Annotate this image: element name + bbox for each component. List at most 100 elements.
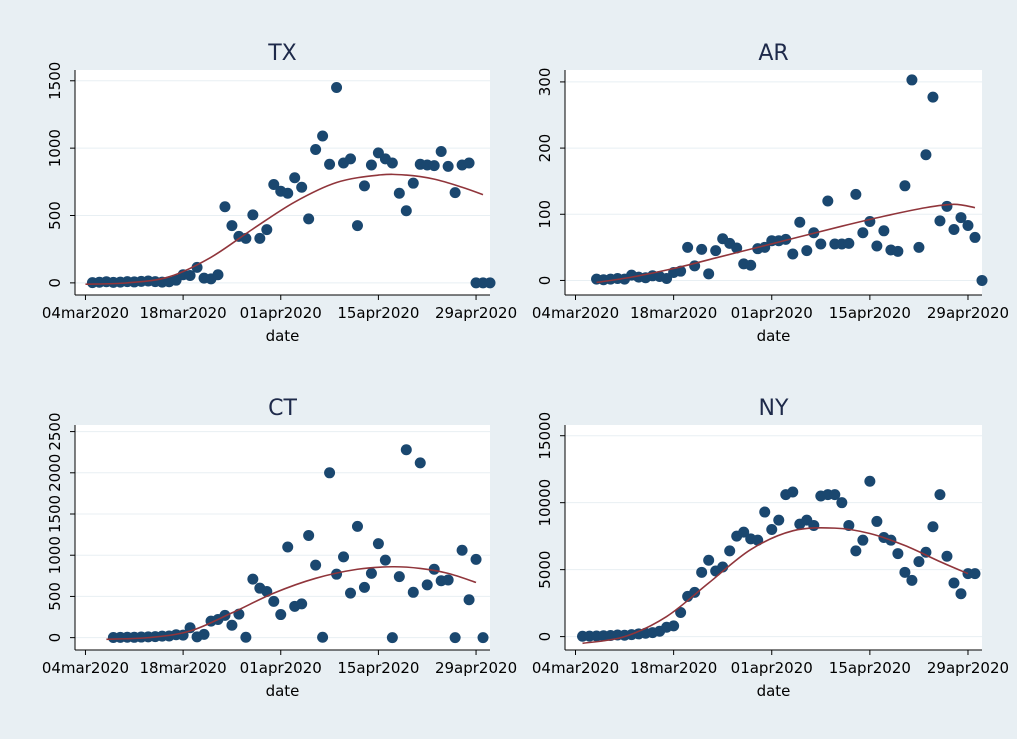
data-point <box>393 571 405 583</box>
data-point <box>738 526 750 538</box>
data-point <box>351 220 363 232</box>
y-tick-label: 2500 <box>46 412 64 450</box>
data-point <box>296 181 308 193</box>
data-point <box>892 245 904 257</box>
x-tick-label: 04mar2020 <box>42 659 129 677</box>
data-point <box>296 598 308 610</box>
data-point <box>689 586 701 598</box>
data-point <box>240 631 252 643</box>
data-point <box>219 201 231 213</box>
data-point <box>386 632 398 644</box>
data-point <box>955 588 967 600</box>
data-point <box>226 220 238 232</box>
x-axis-title: date <box>266 682 300 700</box>
data-point <box>759 506 771 518</box>
data-point <box>365 567 377 579</box>
y-tick-label: 1500 <box>46 495 64 533</box>
data-point <box>745 259 757 271</box>
data-point <box>843 237 855 249</box>
data-point <box>892 548 904 560</box>
fitted-line <box>85 173 484 286</box>
x-tick-label: 15apr2020 <box>337 304 419 322</box>
y-tick-label: 500 <box>46 201 64 230</box>
y-tick-label: 0 <box>536 276 554 286</box>
data-point <box>969 231 981 243</box>
panel-title: CT <box>268 396 297 421</box>
x-tick-label: 15apr2020 <box>829 304 911 322</box>
data-point <box>365 159 377 171</box>
y-tick-label: 1500 <box>46 62 64 100</box>
x-tick-label: 29apr2020 <box>927 659 1009 677</box>
fitted-line <box>106 565 477 641</box>
data-point <box>850 545 862 557</box>
data-point <box>338 551 350 563</box>
x-tick-label: 29apr2020 <box>435 304 517 322</box>
data-point <box>324 158 336 170</box>
data-point <box>822 195 834 207</box>
data-point <box>268 595 280 607</box>
data-point <box>843 519 855 531</box>
data-point <box>226 619 238 631</box>
data-point <box>948 223 960 235</box>
y-tick-label: 2000 <box>46 454 64 492</box>
y-tick-label: 10000 <box>536 479 554 527</box>
data-point <box>871 240 883 252</box>
x-tick-label: 01apr2020 <box>240 304 322 322</box>
data-point <box>766 523 778 535</box>
data-point <box>282 187 294 199</box>
data-point <box>247 209 259 221</box>
data-point <box>899 566 911 578</box>
data-point <box>212 269 224 281</box>
data-point <box>282 541 294 553</box>
x-tick-label: 01apr2020 <box>731 659 813 677</box>
data-point <box>682 241 694 253</box>
data-point <box>345 587 357 599</box>
y-tick-label: 500 <box>46 582 64 611</box>
x-tick-label: 18mar2020 <box>139 304 226 322</box>
data-point <box>386 157 398 169</box>
plot-area <box>75 70 490 295</box>
data-point <box>268 179 280 191</box>
data-point <box>470 553 482 565</box>
x-tick-label: 29apr2020 <box>435 659 517 677</box>
data-point <box>948 577 960 589</box>
data-point <box>703 554 715 566</box>
data-point <box>449 632 461 644</box>
data-point <box>254 232 266 244</box>
data-point <box>275 609 287 621</box>
data-point <box>351 520 363 532</box>
x-tick-label: 04mar2020 <box>42 304 129 322</box>
y-tick-label: 200 <box>536 134 554 163</box>
data-point <box>428 160 440 172</box>
data-point <box>934 489 946 501</box>
data-point <box>731 242 743 254</box>
data-point <box>675 265 687 277</box>
plot-area <box>565 70 982 295</box>
data-point <box>906 574 918 586</box>
data-point <box>484 277 496 289</box>
y-tick-label: 300 <box>536 68 554 97</box>
data-point <box>787 486 799 498</box>
data-point <box>913 241 925 253</box>
data-point <box>435 146 447 158</box>
data-point <box>927 91 939 103</box>
x-tick-label: 18mar2020 <box>630 304 717 322</box>
fitted-line <box>596 203 976 284</box>
y-tick-label: 1000 <box>46 129 64 167</box>
data-point <box>920 149 932 161</box>
x-tick-label: 04mar2020 <box>532 659 619 677</box>
x-axis-title: date <box>266 327 300 345</box>
data-point <box>808 519 820 531</box>
data-point <box>857 227 869 239</box>
y-tick-label: 0 <box>46 278 64 288</box>
data-point <box>331 82 343 94</box>
data-point <box>794 216 806 228</box>
data-point <box>310 559 322 571</box>
data-point <box>442 574 454 586</box>
panel-ar: 0 100 200 300 04mar2020 18mar2020 01apr2020 15a… <box>532 41 1009 345</box>
x-tick-label: 01apr2020 <box>731 304 813 322</box>
panel-tx: 0 500 1000 1500 04mar2020 18mar2020 01apr2020 1… <box>42 41 517 345</box>
data-point <box>421 579 433 591</box>
data-point <box>345 153 357 165</box>
